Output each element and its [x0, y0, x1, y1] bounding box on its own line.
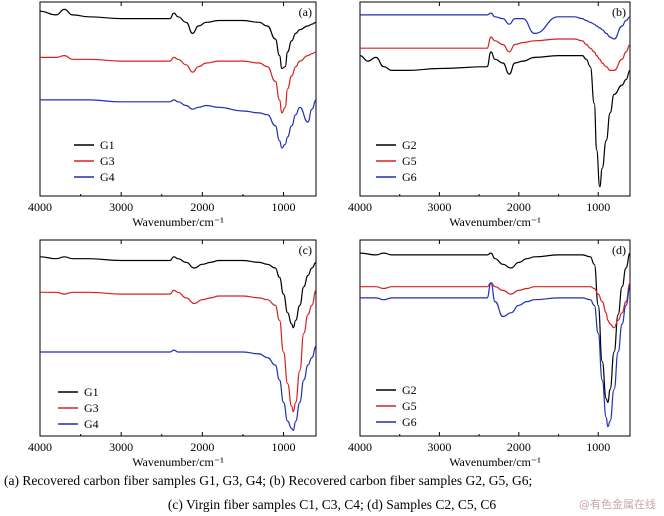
panel-label: (c): [299, 243, 312, 257]
x-tick-label: 4000: [348, 440, 372, 454]
legend-label-g5: G5: [402, 154, 417, 168]
panel-label: (d): [612, 243, 626, 257]
series-line-g4: [40, 345, 316, 432]
x-tick-label: 2000: [507, 440, 531, 454]
x-tick-label: 1000: [586, 200, 610, 214]
chart-panel-4: 4000 3000 2000 1000 Wavenumber/cm⁻¹ (d) G2 G5 G6: [348, 239, 631, 468]
legend-label-g2: G2: [402, 383, 417, 397]
plot-frame: [359, 239, 631, 437]
x-tick-label: 4000: [348, 200, 372, 214]
caption-line-1: (a) Recovered carbon fiber samples G1, G…: [4, 473, 533, 488]
legend-label-g1: G1: [100, 138, 115, 152]
panel-label: (a): [299, 5, 312, 19]
x-tick-label: 3000: [109, 200, 133, 214]
x-tick-label: 4000: [28, 440, 52, 454]
caption-line-2: (c) Virgin fiber samples C1, C3, C4; (d)…: [167, 497, 497, 512]
x-axis-title: Wavenumber/cm⁻¹: [132, 455, 224, 468]
series-line-g2: [360, 51, 630, 188]
legend-label-g6: G6: [402, 415, 417, 429]
series-line-g6: [360, 12, 630, 40]
series-line-g5: [360, 282, 630, 329]
legend-label-g4: G4: [84, 417, 99, 431]
chart-panel-1: 4000 3000 2000 1000 Wavenumber/cm⁻¹ (a) G1 G3 G4: [28, 1, 317, 229]
x-axis-title: Wavenumber/cm⁻¹: [449, 455, 541, 468]
x-axis-title: Wavenumber/cm⁻¹: [132, 215, 224, 229]
series-line-g1: [40, 8, 316, 70]
x-tick-label: 2000: [190, 440, 214, 454]
plot-frame: [359, 1, 631, 197]
watermark-text: @有色金属在线: [579, 498, 656, 511]
series-line-g3: [40, 289, 316, 413]
legend-label-g3: G3: [84, 401, 99, 415]
panel-label: (b): [612, 5, 626, 19]
series-line-g6: [360, 282, 630, 428]
legend-label-g3: G3: [100, 154, 115, 168]
x-tick-label: 2000: [190, 200, 214, 214]
legend-label-g2: G2: [402, 138, 417, 152]
legend-label-g6: G6: [402, 170, 417, 184]
x-tick-label: 1000: [272, 200, 296, 214]
series-line-g1: [40, 256, 316, 329]
x-tick-label: 1000: [272, 440, 296, 454]
plot-frame: [39, 1, 317, 197]
series-line-g5: [360, 36, 630, 72]
x-tick-label: 3000: [109, 440, 133, 454]
ftir-figure: 4000 3000 2000 1000 Wavenumber/cm⁻¹ (a) G1 G3 G4…: [28, 1, 631, 468]
plot-frame: [39, 239, 317, 437]
legend-label-g4: G4: [100, 170, 115, 184]
series-line-g2: [360, 252, 630, 404]
x-tick-label: 4000: [28, 200, 52, 214]
legend-label-g1: G1: [84, 385, 99, 399]
x-tick-label: 2000: [507, 200, 531, 214]
chart-panel-3: 4000 3000 2000 1000 Wavenumber/cm⁻¹ (c) G1 G3 G4: [28, 239, 317, 468]
x-tick-label: 3000: [427, 200, 451, 214]
series-line-g4: [40, 99, 316, 149]
legend-label-g5: G5: [402, 399, 417, 413]
x-axis-title: Wavenumber/cm⁻¹: [449, 215, 541, 229]
series-line-g3: [40, 51, 316, 114]
x-tick-label: 3000: [427, 440, 451, 454]
x-tick-label: 1000: [586, 440, 610, 454]
chart-panel-2: 4000 3000 2000 1000 Wavenumber/cm⁻¹ (b) G2 G5 G6: [348, 1, 631, 229]
